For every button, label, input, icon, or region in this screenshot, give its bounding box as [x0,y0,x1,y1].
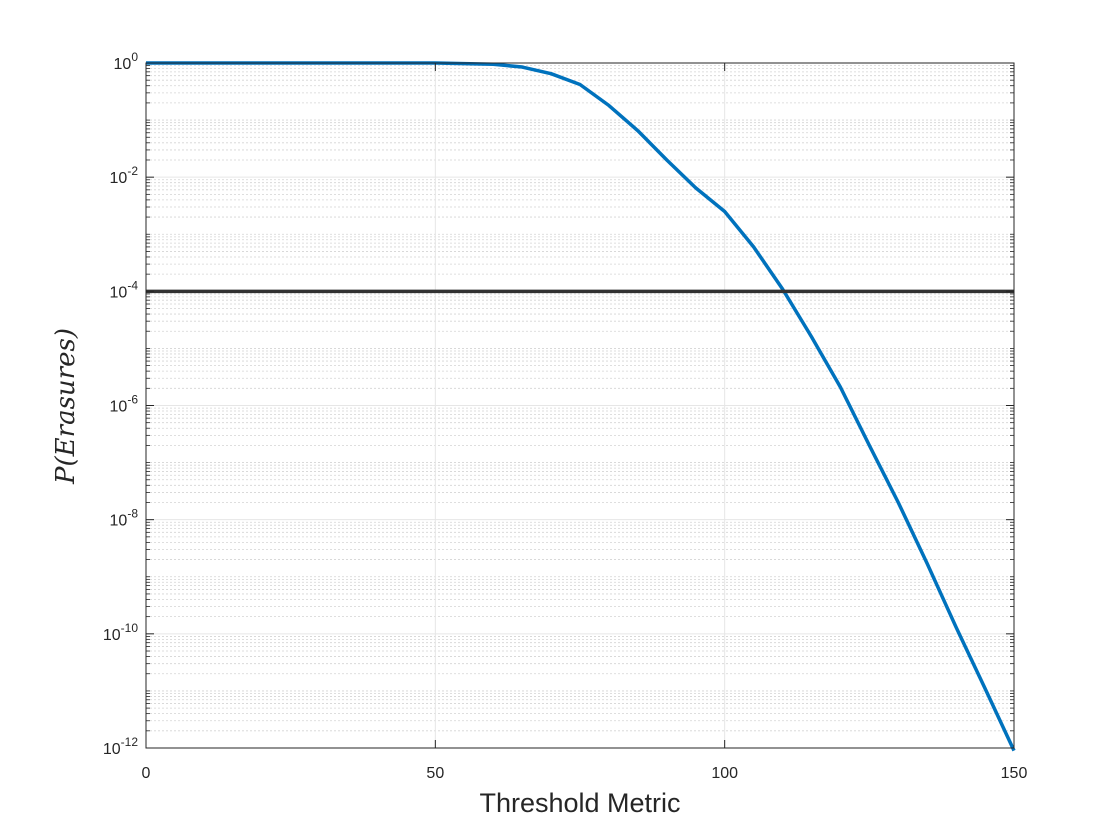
x-tick-label: 100 [711,765,738,782]
series-line-erasure-probability [146,61,1016,752]
y-tick-labels: 10-12 10-10 10-8 10-6 10-4 10-2 100 [103,50,138,758]
y-tick-label: 10-6 [110,393,139,416]
y-tick-label: 10-10 [103,621,138,644]
x-tick-label: 0 [142,765,151,782]
x-tick-label: 150 [1001,765,1028,782]
y-tick-label: 10-2 [110,164,139,187]
minor-grid [146,65,1014,732]
y-tick-label: 100 [114,50,139,73]
x-axis-label: Threshold Metric [479,788,680,818]
tick-marks [145,62,1015,749]
y-tick-label: 10-12 [103,735,138,758]
x-tick-labels: 0 50 100 150 [142,765,1028,782]
y-axis-label: P(Erasures) [51,328,81,485]
y-tick-label: 10-8 [110,507,139,530]
x-tick-label: 50 [426,765,444,782]
y-tick-label: 10-4 [110,278,139,301]
series-layer [146,61,1016,752]
